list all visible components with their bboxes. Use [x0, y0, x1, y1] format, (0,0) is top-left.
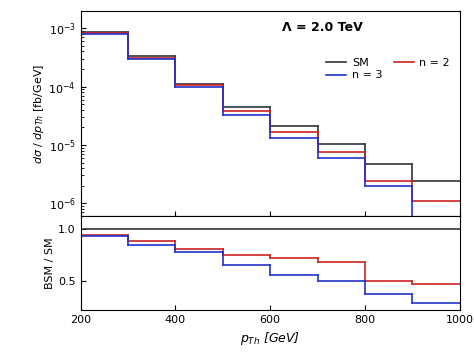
- X-axis label: $p_{Th}$ [GeV]: $p_{Th}$ [GeV]: [240, 330, 301, 347]
- Y-axis label: BSM / SM: BSM / SM: [46, 237, 55, 289]
- Y-axis label: $d\sigma$ / $dp_{Th}$ [fb/GeV]: $d\sigma$ / $dp_{Th}$ [fb/GeV]: [32, 63, 46, 163]
- Text: Λ = 2.0 TeV: Λ = 2.0 TeV: [282, 21, 362, 34]
- Legend: SM, n = 3, n = 2: SM, n = 3, n = 2: [322, 53, 454, 85]
